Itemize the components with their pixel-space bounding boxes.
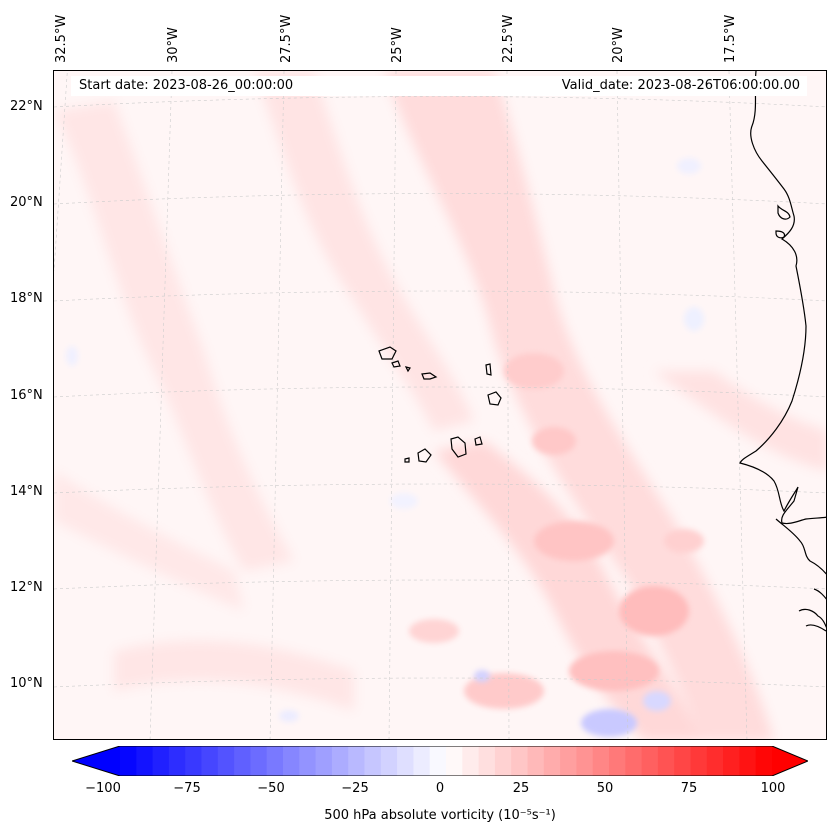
colorbar-bin bbox=[478, 746, 496, 776]
colorbar-tick-label: −75 bbox=[173, 781, 201, 796]
lon-label-17-5w: 17.5°W bbox=[723, 14, 738, 63]
colorbar-bin bbox=[576, 746, 594, 776]
colorbar bbox=[72, 746, 808, 776]
lon-label-22-5w: 22.5°W bbox=[501, 14, 516, 63]
colorbar-bin bbox=[283, 746, 300, 776]
colorbar-bin bbox=[120, 746, 137, 776]
cape-verde-islands bbox=[378, 346, 502, 463]
colorbar-tick-label: 50 bbox=[596, 781, 614, 796]
colorbar-max-extension bbox=[772, 746, 808, 776]
colorbar-bin bbox=[592, 746, 610, 776]
colorbar-bin bbox=[543, 746, 561, 776]
lat-label-18n: 18°N bbox=[10, 291, 43, 306]
colorbar-bin bbox=[739, 746, 757, 776]
colorbar-bin bbox=[136, 746, 154, 776]
colorbar-bin bbox=[511, 746, 528, 776]
colorbar-bin bbox=[397, 746, 414, 776]
colorbar-bin bbox=[185, 746, 202, 776]
colorbar-tick-label: −100 bbox=[85, 781, 121, 796]
start-date-label: Start date: 2023-08-26_00:00:00 bbox=[79, 78, 294, 93]
colorbar-bin bbox=[446, 746, 463, 776]
colorbar-tick-label: −25 bbox=[341, 781, 369, 796]
colorbar-bin bbox=[364, 746, 382, 776]
colorbar-bin bbox=[560, 746, 577, 776]
colorbar-bin bbox=[315, 746, 333, 776]
colorbar-bin bbox=[234, 746, 251, 776]
colorbar-bin bbox=[168, 746, 186, 776]
colorbar-bin bbox=[674, 746, 691, 776]
graticule bbox=[54, 71, 826, 739]
lon-label-27-5w: 27.5°W bbox=[279, 14, 294, 63]
date-header-strip bbox=[71, 76, 807, 96]
colorbar-bin bbox=[641, 746, 659, 776]
colorbar-tick-label: 75 bbox=[680, 781, 698, 796]
lat-label-14n: 14°N bbox=[10, 484, 43, 499]
west-africa-coastline bbox=[739, 71, 826, 632]
colorbar-bin bbox=[413, 746, 431, 776]
colorbar-bin bbox=[609, 746, 626, 776]
colorbar-bin bbox=[266, 746, 284, 776]
vorticity-field-strong bbox=[409, 353, 704, 709]
lat-label-20n: 20°N bbox=[10, 195, 43, 210]
colorbar-bin bbox=[527, 746, 545, 776]
colorbar-tick-label: 25 bbox=[512, 781, 530, 796]
valid-date-label: Valid_date: 2023-08-26T06:00:00.00 bbox=[561, 78, 800, 93]
colorbar-min-extension bbox=[72, 746, 120, 776]
colorbar-bin bbox=[348, 746, 365, 776]
lon-label-32-5w: 32.5°W bbox=[54, 14, 69, 63]
vorticity-map bbox=[54, 71, 826, 739]
colorbar-bin bbox=[201, 746, 219, 776]
vorticity-field-negative bbox=[66, 158, 704, 737]
colorbar-bin bbox=[331, 746, 349, 776]
colorbar-bin bbox=[625, 746, 643, 776]
colorbar-bin bbox=[217, 746, 235, 776]
colorbar-bin bbox=[755, 746, 773, 776]
colorbar-title: 500 hPa absolute vorticity (10⁻⁵s⁻¹) bbox=[324, 808, 556, 823]
colorbar-bin bbox=[299, 746, 317, 776]
colorbar-bin bbox=[152, 746, 170, 776]
lon-label-20w: 20°W bbox=[611, 27, 626, 63]
colorbar-tick-label: 100 bbox=[760, 781, 786, 796]
lon-label-25w: 25°W bbox=[390, 27, 405, 63]
colorbar-bin bbox=[429, 746, 447, 776]
map-panel[interactable] bbox=[53, 70, 827, 740]
colorbar-bin bbox=[657, 746, 675, 776]
colorbar-bin bbox=[494, 746, 512, 776]
colorbar-tick-label: −50 bbox=[257, 781, 285, 796]
colorbar-bin bbox=[250, 746, 268, 776]
lat-label-16n: 16°N bbox=[10, 388, 43, 403]
lat-label-22n: 22°N bbox=[10, 99, 43, 114]
colorbar-bin bbox=[380, 746, 398, 776]
colorbar-tick-label: 0 bbox=[435, 781, 445, 796]
lon-label-30w: 30°W bbox=[166, 27, 181, 63]
colorbar-bin bbox=[723, 746, 740, 776]
lat-label-10n: 10°N bbox=[10, 676, 43, 691]
lat-label-12n: 12°N bbox=[10, 580, 43, 595]
colorbar-bin bbox=[690, 746, 708, 776]
vorticity-field-positive bbox=[54, 71, 826, 739]
colorbar-bin bbox=[706, 746, 724, 776]
colorbar-bin bbox=[462, 746, 480, 776]
